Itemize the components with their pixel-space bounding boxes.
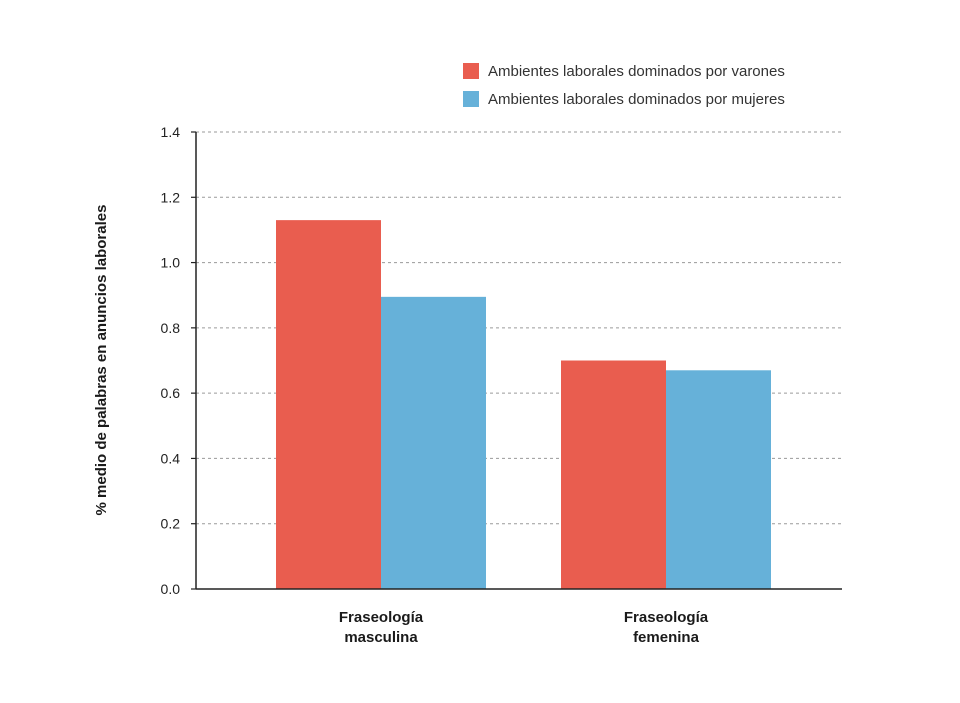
x-category-label: Fraseología femenina xyxy=(624,609,709,646)
bar-mujeres-2 xyxy=(666,370,771,589)
legend-swatch xyxy=(463,63,479,79)
y-tick-label: 0.6 xyxy=(161,385,181,401)
y-tick-label: 0.4 xyxy=(161,450,181,466)
bar-mujeres-1 xyxy=(381,296,486,589)
y-tick-label: 0.2 xyxy=(161,516,181,532)
y-axis-title: % medio de palabras en anuncios laborale… xyxy=(93,205,110,516)
legend-label: Ambientes laborales dominados por mujere… xyxy=(488,91,785,108)
y-tick-label: 0.0 xyxy=(161,581,181,597)
y-tick-label: 1.2 xyxy=(161,189,181,205)
legend-swatch xyxy=(463,91,479,107)
x-category-label: Fraseología masculina xyxy=(339,609,424,646)
legend: Ambientes laborales dominados por varone… xyxy=(463,63,785,108)
bar-varones-2 xyxy=(561,360,666,589)
bar-varones-1 xyxy=(276,220,381,589)
x-axis-category-labels: Fraseología masculina Fraseología femenina xyxy=(339,609,709,646)
y-tick-label: 1.0 xyxy=(161,255,181,271)
y-tick-label: 0.8 xyxy=(161,320,181,336)
bars xyxy=(276,220,771,589)
y-axis-ticks: 0.0 0.2 0.4 0.6 0.8 1.0 1.2 1.4 xyxy=(161,124,196,597)
legend-label: Ambientes laborales dominados por varone… xyxy=(488,63,785,80)
y-tick-label: 1.4 xyxy=(161,124,181,140)
